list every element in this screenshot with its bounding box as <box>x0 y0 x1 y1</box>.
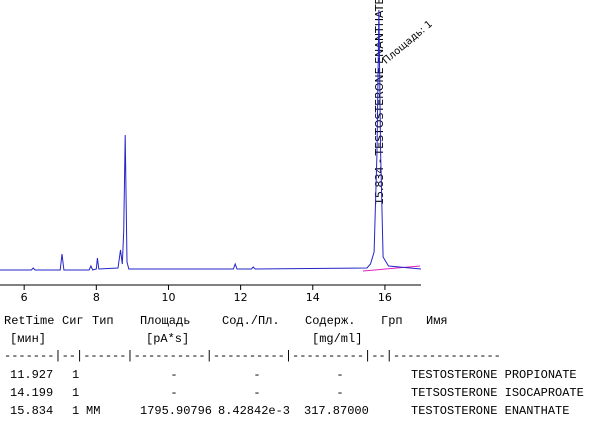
x-tick-label: 12 <box>234 291 248 304</box>
column-header: Сод./Пл. <box>222 314 280 328</box>
table-cell: TESTOSTERONE ENANTHATE <box>411 404 569 418</box>
column-header: Сиг <box>62 314 84 328</box>
separator: -------|--|------|----------|----------|… <box>4 349 501 363</box>
table-cell: 11.927 <box>10 368 53 382</box>
column-header: Имя <box>426 314 448 328</box>
table-cell: TESTOSTERONE PROPIONATE <box>411 368 577 382</box>
x-tick-label: 8 <box>93 291 100 304</box>
table-cell: MM <box>86 404 100 418</box>
column-header: RetTime <box>4 314 54 328</box>
table-cell: 317.87000 <box>304 404 369 418</box>
integration-baseline <box>362 265 421 272</box>
column-unit: [мин] <box>10 332 46 346</box>
table-cell: - <box>170 368 177 382</box>
table-cell: 8.42842e-3 <box>218 404 290 418</box>
table-cell: TETSOSTERONE ISOCAPROATE <box>411 386 584 400</box>
column-header: Площадь <box>140 314 190 328</box>
table-cell: 1 <box>72 386 79 400</box>
x-tick-label: 10 <box>161 291 175 304</box>
x-tick-label: 6 <box>21 291 28 304</box>
table-cell: 14.199 <box>10 386 53 400</box>
table-cell: - <box>336 368 343 382</box>
table-cell: - <box>170 386 177 400</box>
column-unit: [pA*s] <box>146 332 189 346</box>
peak-area-label: Площадь: 1 <box>381 19 435 67</box>
trace <box>0 9 422 271</box>
table-cell: 15.834 <box>10 404 53 418</box>
table-cell: - <box>253 386 260 400</box>
column-header: Грп <box>381 314 403 328</box>
table-cell: - <box>253 368 260 382</box>
table-cell: 1 <box>72 404 79 418</box>
x-tick-label: 16 <box>378 291 392 304</box>
column-header: Содерж. <box>305 314 355 328</box>
column-unit: [mg/ml] <box>312 332 362 346</box>
x-tick-label: 14 <box>306 291 320 304</box>
peak-label: 15.834 - TESTOSTERONE ENANTHATE <box>373 0 386 205</box>
column-header: Тип <box>92 314 114 328</box>
table-cell: 1795.90796 <box>140 404 212 418</box>
table-cell: - <box>336 386 343 400</box>
table-cell: 1 <box>72 368 79 382</box>
